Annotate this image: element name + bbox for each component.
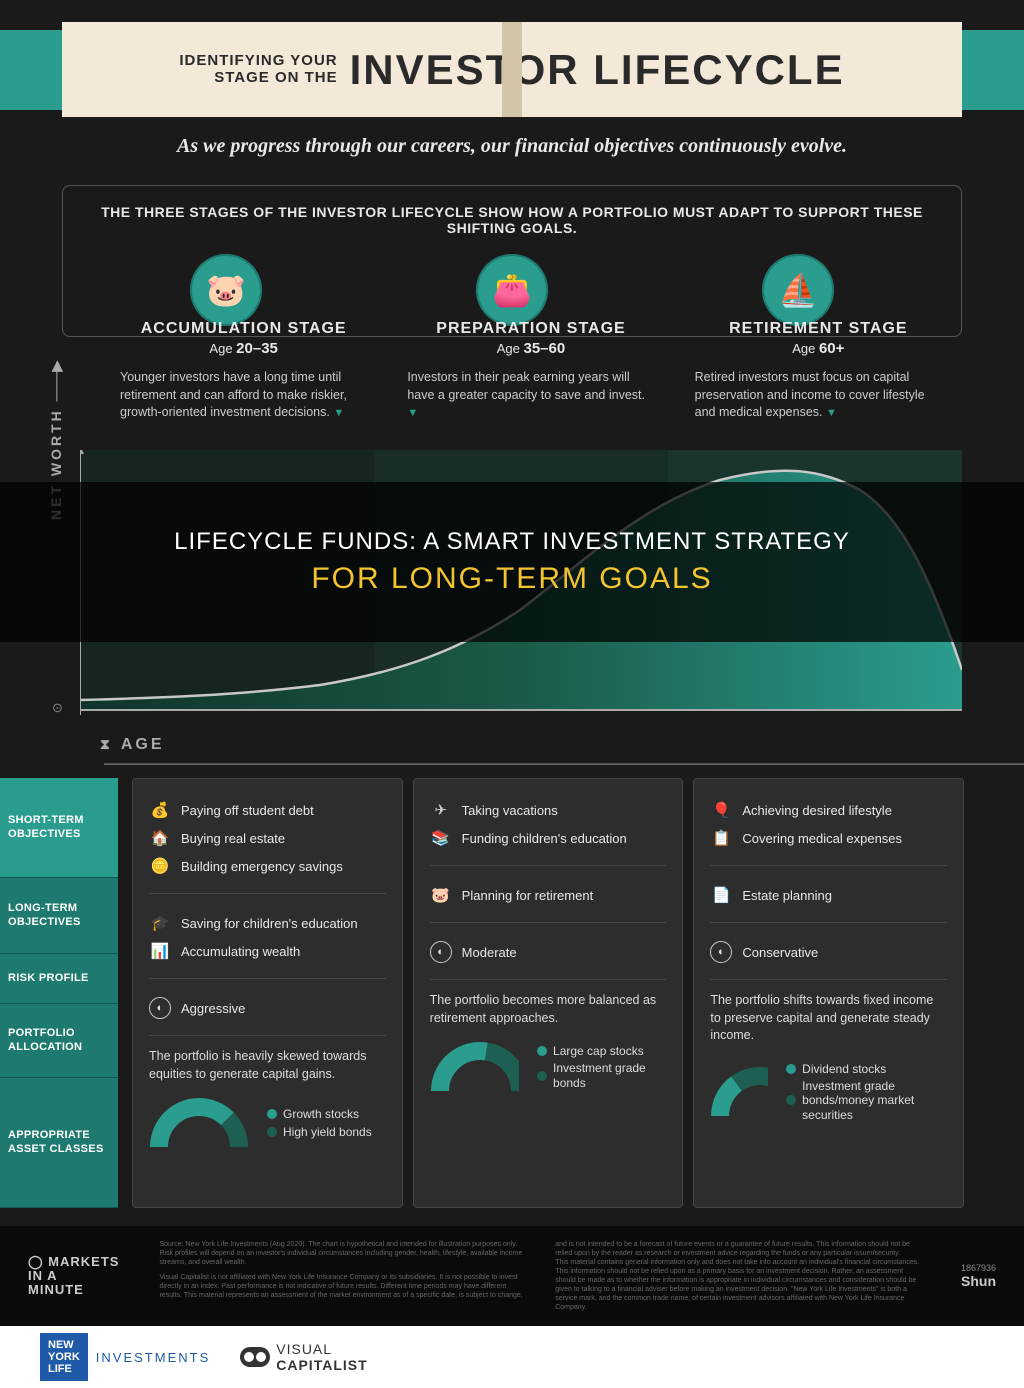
- stages-box: THE THREE STAGES OF THE INVESTOR LIFECYC…: [62, 185, 962, 337]
- piggy-icon: 🐷: [190, 254, 262, 326]
- objective-item: 🏠Buying real estate: [149, 827, 386, 849]
- obj-icon: 📄: [710, 884, 732, 906]
- stage: ACCUMULATION STAGE Age 20–35 Younger inves…: [100, 320, 387, 422]
- footer: ◯ MARKETSIN AMINUTE Source: New York Lif…: [0, 1226, 1024, 1326]
- x-axis-label: ⧗AGE ───────────────────────────────────…: [100, 736, 1024, 774]
- objective-item: 📄Estate planning: [710, 884, 947, 906]
- portfolio-text: The portfolio is heavily skewed towards …: [149, 1048, 386, 1083]
- portfolio-text: The portfolio shifts towards fixed incom…: [710, 992, 947, 1045]
- row-label: LONG-TERM OBJECTIVES: [0, 878, 118, 954]
- legend-item: Large cap stocks: [537, 1044, 666, 1058]
- article-overlay: LIFECYCLE FUNDS: A SMART INVESTMENT STRA…: [0, 482, 1024, 642]
- legend-item: Investment grade bonds: [537, 1061, 666, 1090]
- wallet-icon: 👛: [476, 254, 548, 326]
- visual-capitalist-logo: VISUALCAPITALIST: [240, 1341, 367, 1373]
- gauge-icon: ◐: [149, 997, 171, 1019]
- stage-column: ✈Taking vacations 📚Funding children's edu…: [413, 778, 684, 1208]
- row-label: SHORT-TERM OBJECTIVES: [0, 778, 118, 878]
- legend-item: High yield bonds: [267, 1125, 372, 1139]
- legend: Dividend stocks Investment grade bonds/mo…: [786, 1059, 947, 1126]
- header-ribbon: IDENTIFYING YOURSTAGE ON THE INVESTOR LI…: [62, 22, 962, 117]
- stage: RETIREMENT STAGE Age 60+ Retired investors…: [675, 320, 962, 422]
- donut-chart: [149, 1097, 249, 1149]
- sailboat-icon: ⛵: [762, 254, 834, 326]
- portfolio-text: The portfolio becomes more balanced as r…: [430, 992, 667, 1027]
- dollar-icon: ⊙: [52, 700, 63, 716]
- obj-icon: 🎈: [710, 799, 732, 821]
- obj-icon: 📊: [149, 940, 171, 962]
- obj-icon: 💰: [149, 799, 171, 821]
- stage-name: ACCUMULATION STAGE: [120, 320, 367, 338]
- obj-icon: 📋: [710, 827, 732, 849]
- stage-desc: Investors in their peak earning years wi…: [407, 369, 654, 422]
- binoculars-icon: [240, 1347, 270, 1367]
- objective-item: ✈Taking vacations: [430, 799, 667, 821]
- objective-item: 📋Covering medical expenses: [710, 827, 947, 849]
- objective-item: 🪙Building emergency savings: [149, 855, 386, 877]
- stage-desc: Younger investors have a long time until…: [120, 369, 367, 422]
- bottom-bar: NEWYORKLIFE INVESTMENTS VISUALCAPITALIST: [0, 1326, 1024, 1388]
- gauge-icon: ◐: [710, 941, 732, 963]
- legend-item: Investment grade bonds/money market secu…: [786, 1079, 947, 1122]
- obj-icon: 🎓: [149, 912, 171, 934]
- stage-name: RETIREMENT STAGE: [695, 320, 942, 338]
- obj-icon: 📚: [430, 827, 452, 849]
- stage-age: Age 20–35: [120, 340, 367, 357]
- risk-profile: ◐ Moderate: [430, 941, 667, 963]
- obj-icon: 🏠: [149, 827, 171, 849]
- obj-icon: 🐷: [430, 884, 452, 906]
- legend-item: Dividend stocks: [786, 1062, 947, 1076]
- row-label: PORTFOLIO ALLOCATION: [0, 1004, 118, 1078]
- overlay-title-1: LIFECYCLE FUNDS: A SMART INVESTMENT STRA…: [174, 528, 850, 556]
- donut-chart: [430, 1041, 519, 1093]
- row-label: APPROPRIATE ASSET CLASSES: [0, 1078, 118, 1208]
- risk-profile: ◐ Aggressive: [149, 997, 386, 1019]
- objective-item: 💰Paying off student debt: [149, 799, 386, 821]
- legend: Large cap stocks Investment grade bonds: [537, 1041, 666, 1093]
- overlay-title-2: FOR LONG-TERM GOALS: [311, 562, 712, 596]
- markets-logo: ◯ MARKETSIN AMINUTE: [28, 1255, 119, 1298]
- stage-name: PREPARATION STAGE: [407, 320, 654, 338]
- objective-item: 🐷Planning for retirement: [430, 884, 667, 906]
- stage: PREPARATION STAGE Age 35–60 Investors in t…: [387, 320, 674, 422]
- stage-column: 💰Paying off student debt 🏠Buying real est…: [132, 778, 403, 1208]
- row-label: RISK PROFILE: [0, 954, 118, 1004]
- legend-item: Growth stocks: [267, 1107, 372, 1121]
- footer-number: 1867936Shun: [961, 1263, 996, 1289]
- nyl-badge: NEWYORKLIFE: [40, 1333, 88, 1381]
- legend: Growth stocks High yield bonds: [267, 1104, 372, 1142]
- objectives-table: SHORT-TERM OBJECTIVESLONG-TERM OBJECTIVE…: [0, 778, 1024, 1208]
- stage-age: Age 35–60: [407, 340, 654, 357]
- donut-chart: [710, 1066, 768, 1118]
- stage-column: 🎈Achieving desired lifestyle 📋Covering me…: [693, 778, 964, 1208]
- risk-profile: ◐ Conservative: [710, 941, 947, 963]
- gauge-icon: ◐: [430, 941, 452, 963]
- footer-disclaimer: Source: New York Life Investments (Aug 2…: [159, 1240, 921, 1313]
- objective-item: 📚Funding children's education: [430, 827, 667, 849]
- subhead: As we progress through our careers, our …: [0, 135, 1024, 158]
- stage-desc: Retired investors must focus on capital …: [695, 369, 942, 422]
- stage-age: Age 60+: [695, 340, 942, 357]
- objective-item: 🎈Achieving desired lifestyle: [710, 799, 947, 821]
- objective-item: 📊Accumulating wealth: [149, 940, 386, 962]
- nyl-text: INVESTMENTS: [96, 1350, 210, 1365]
- obj-icon: 🪙: [149, 855, 171, 877]
- header-big: INVESTOR LIFECYCLE: [350, 46, 845, 94]
- objective-item: 🎓Saving for children's education: [149, 912, 386, 934]
- obj-icon: ✈: [430, 799, 452, 821]
- stages-title: THE THREE STAGES OF THE INVESTOR LIFECYC…: [83, 204, 941, 236]
- header-small: IDENTIFYING YOURSTAGE ON THE: [179, 53, 337, 86]
